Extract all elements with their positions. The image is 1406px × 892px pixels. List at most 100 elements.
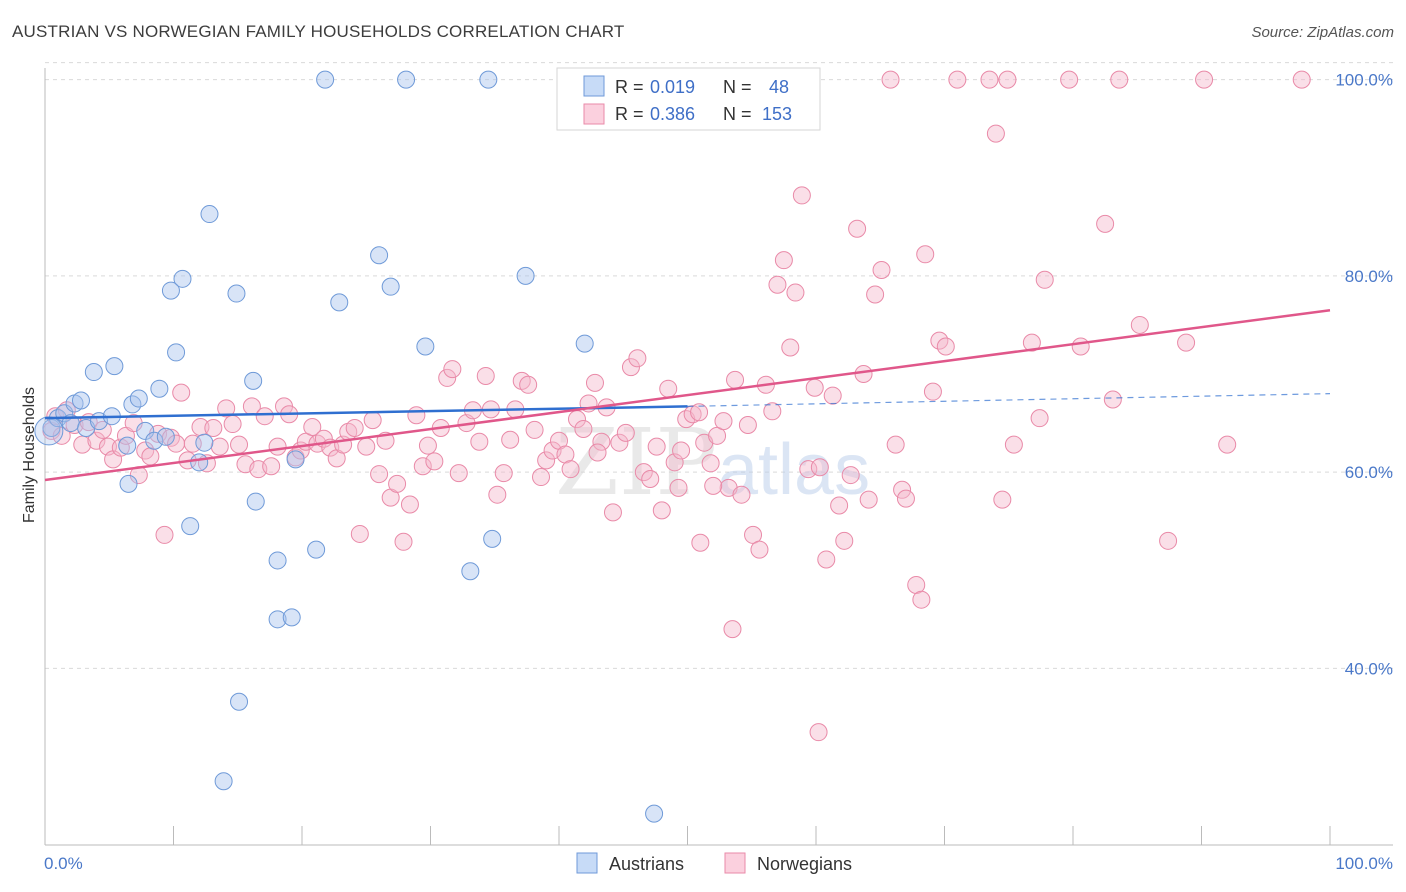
norwegians-point-125 [810, 458, 829, 477]
austrians-point-24 [195, 433, 214, 452]
norwegians-point-5 [73, 435, 92, 454]
axes [44, 68, 1393, 846]
norwegians-point-18 [155, 525, 174, 544]
norwegians-point-64 [438, 368, 457, 387]
legend-n-value-austrians: 48 [769, 77, 789, 97]
legend-n-label-norwegians: N = [723, 104, 752, 124]
austrians-point-20 [167, 343, 186, 362]
norwegians-point-154 [1096, 214, 1115, 233]
y-tick-label-60: 60.0% [1345, 463, 1393, 482]
bottom-legend-norwegians: Norwegians [757, 854, 852, 874]
austrians-point-14 [129, 389, 148, 408]
norwegians-point-123 [799, 460, 818, 479]
y-tick-label-80: 80.0% [1345, 267, 1393, 286]
austrians-point-8 [84, 363, 103, 382]
norwegians-trend-line [44, 308, 1331, 482]
austrians-point-44 [483, 529, 502, 548]
norwegians-point-79 [532, 468, 551, 487]
norwegians-point-65 [443, 360, 462, 379]
austrians-point-27 [227, 284, 246, 303]
norwegians-point-124 [805, 378, 824, 397]
norwegians-point-119 [774, 251, 793, 270]
norwegians-point-95 [628, 349, 647, 368]
norwegians-point-152 [1060, 70, 1079, 89]
austrians-point-11 [118, 436, 137, 455]
norwegians-point-140 [912, 590, 931, 609]
norwegians-point-129 [835, 531, 854, 550]
austrians-point-0 [42, 418, 61, 437]
norwegians-point-132 [854, 365, 873, 383]
austrians-point-40 [397, 70, 416, 89]
norwegians-point-93 [616, 423, 635, 442]
norwegians-point-51 [357, 437, 376, 456]
norwegians-point-121 [786, 283, 805, 302]
norwegians-point-136 [886, 435, 905, 454]
austrians-point-12 [119, 474, 138, 493]
bottom-legend-swatch-austrians [576, 852, 598, 874]
austrians-point-28 [230, 692, 249, 711]
x-tick-max: 100.0% [1335, 854, 1393, 873]
austrians-point-46 [575, 334, 594, 353]
norwegians-point-59 [407, 406, 426, 425]
norwegians-point-98 [647, 437, 666, 456]
norwegians-point-109 [714, 412, 733, 431]
y-tick-labels: 40.0% 60.0% 80.0% 100.0% [1335, 71, 1393, 679]
norwegians-point-165 [1030, 409, 1049, 428]
norwegians-point-156 [1130, 315, 1149, 334]
norwegians-point-163 [881, 70, 900, 89]
norwegians-point-141 [916, 245, 935, 264]
norwegians-point-80 [537, 451, 556, 470]
norwegians-point-111 [726, 370, 745, 389]
bottom-legend-swatch-norwegians [724, 852, 746, 874]
norwegians-point-74 [501, 430, 520, 449]
norwegians-point-112 [732, 485, 751, 504]
legend-box: R = 0.019 N = 48 R = 0.386 N = 153 [556, 67, 821, 131]
norwegians-point-34 [255, 407, 274, 426]
y-axis-title: Family Households [21, 387, 38, 523]
norwegians-point-169 [669, 478, 688, 497]
norwegians-point-53 [370, 465, 389, 484]
legend-r-value-austrians: 0.019 [650, 77, 695, 97]
bottom-legend-austrians: Austrians [609, 854, 684, 874]
norwegians-point-73 [494, 464, 513, 483]
austrians-point-47 [645, 804, 664, 823]
norwegians-point-134 [866, 285, 885, 304]
austrians-point-31 [268, 551, 287, 570]
norwegians-point-147 [986, 124, 1005, 143]
norwegians-point-126 [817, 550, 836, 569]
norwegians-point-86 [574, 419, 593, 438]
legend-r-label-austrians: R = [615, 77, 644, 97]
grid-lines [45, 62, 1393, 669]
norwegians-point-66 [449, 464, 468, 483]
norwegians-point-137 [893, 480, 912, 499]
austrians-point-19 [161, 281, 180, 300]
austrians-point-22 [181, 517, 200, 536]
austrians-point-30 [246, 492, 265, 511]
norwegians-point-78 [525, 420, 544, 439]
austrians-point-26 [214, 772, 233, 791]
norwegians-point-77 [519, 375, 538, 394]
norwegians-point-159 [1292, 70, 1311, 89]
austrians-point-15 [136, 421, 155, 440]
legend-r-label-norwegians: R = [615, 104, 644, 124]
norwegians-point-62 [425, 452, 444, 471]
norwegians-point-151 [1035, 270, 1054, 289]
austrians-point-21 [173, 269, 192, 288]
chart-title: AUSTRIAN VS NORWEGIAN FAMILY HOUSEHOLDS … [12, 22, 625, 41]
austrians-point-45 [516, 266, 535, 285]
norwegians-point-52 [363, 411, 382, 430]
norwegians-point-58 [400, 495, 419, 514]
norwegians-point-128 [830, 496, 849, 515]
norwegians-point-7 [87, 431, 106, 450]
austrians-point-17 [150, 379, 169, 398]
bottom-legend: Austrians Norwegians [576, 852, 852, 874]
norwegians-point-30 [230, 435, 249, 454]
trend-lines [44, 308, 1331, 482]
austrians-point-36 [316, 70, 335, 89]
norwegians-point-15 [136, 441, 155, 460]
norwegians-point-50 [350, 524, 369, 543]
x-tick-min: 0.0% [44, 854, 83, 873]
norwegians-point-144 [936, 337, 955, 356]
norwegians-point-70 [476, 366, 495, 385]
